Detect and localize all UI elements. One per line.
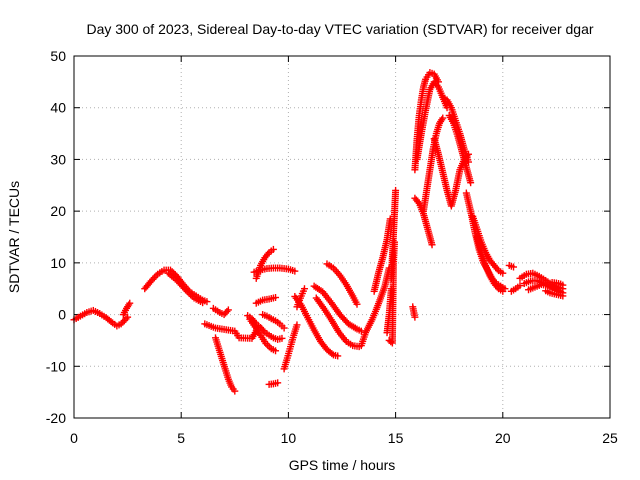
data-point — [392, 186, 400, 194]
y-axis-label: SDTVAR / TECUs — [6, 181, 22, 293]
y-tick-label: 30 — [50, 151, 66, 167]
y-tick-label: -10 — [46, 358, 66, 374]
data-point — [274, 379, 282, 387]
x-tick-label: 10 — [281, 430, 297, 446]
data-point — [150, 274, 158, 282]
data-point — [559, 292, 567, 300]
data-point — [291, 267, 299, 275]
data-point — [269, 245, 277, 253]
x-tick-label: 0 — [70, 430, 78, 446]
data-point — [439, 114, 447, 122]
data-point — [124, 313, 132, 321]
data-point — [120, 317, 128, 325]
data-point — [499, 287, 507, 295]
y-tick-label: 50 — [50, 48, 66, 64]
data-point — [510, 263, 518, 271]
plot-frame — [73, 55, 611, 419]
data-point — [180, 284, 188, 292]
data-point — [199, 299, 207, 307]
data-point — [231, 387, 239, 395]
y-tick-label: 20 — [50, 203, 66, 219]
data-point — [107, 318, 115, 326]
axis-ticks: 0 5 10 15 20 25 -20 -10 0 10 20 30 40 50 — [46, 48, 618, 446]
y-tick-label: -20 — [46, 410, 66, 426]
data-point — [516, 282, 524, 290]
data-point — [280, 324, 288, 332]
data-point — [428, 241, 436, 249]
data-point — [328, 350, 336, 358]
data-point — [559, 281, 567, 289]
data-point — [334, 352, 342, 360]
y-tick-label: 10 — [50, 255, 66, 271]
data-point — [293, 321, 301, 329]
data-points — [70, 69, 567, 395]
data-point — [353, 300, 361, 308]
data-point — [223, 307, 231, 315]
data-point — [467, 179, 475, 187]
x-tick-label: 25 — [602, 430, 618, 446]
data-point — [272, 347, 280, 355]
x-tick-label: 20 — [495, 430, 511, 446]
x-axis-label: GPS time / hours — [289, 457, 396, 473]
chart-title: Day 300 of 2023, Sidereal Day-to-day VTE… — [86, 21, 593, 37]
data-point — [278, 334, 286, 342]
data-point — [411, 313, 419, 321]
data-point — [300, 285, 308, 293]
x-tick-label: 5 — [177, 430, 185, 446]
y-tick-label: 40 — [50, 100, 66, 116]
x-tick-label: 15 — [388, 430, 404, 446]
data-point — [126, 299, 134, 307]
data-point — [203, 298, 211, 306]
grid — [74, 56, 610, 418]
data-point — [499, 269, 507, 277]
data-point — [272, 294, 280, 302]
data-point — [224, 306, 232, 314]
y-tick-label: 0 — [58, 307, 66, 323]
